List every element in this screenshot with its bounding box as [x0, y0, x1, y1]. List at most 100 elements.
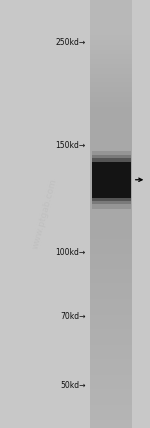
Bar	[90, 105, 132, 107]
Bar	[90, 89, 132, 91]
Bar	[90, 386, 132, 388]
Bar	[90, 383, 132, 385]
Bar	[90, 165, 132, 167]
Bar	[90, 111, 132, 113]
Bar	[90, 132, 132, 134]
Bar	[90, 225, 132, 227]
Text: 50kd→: 50kd→	[60, 380, 85, 390]
Bar	[90, 163, 132, 166]
Bar	[90, 338, 132, 339]
Bar	[90, 45, 132, 47]
Bar	[90, 128, 132, 130]
Bar	[90, 245, 132, 247]
Bar	[90, 313, 132, 315]
Bar	[90, 48, 132, 50]
Bar	[90, 94, 132, 95]
Bar	[90, 34, 132, 36]
Bar	[90, 77, 132, 78]
Bar	[90, 231, 132, 232]
Bar	[90, 219, 132, 221]
Bar	[90, 333, 132, 335]
Bar	[90, 28, 132, 30]
Bar	[90, 102, 132, 104]
Bar	[90, 67, 132, 68]
Text: www.ptgab.com: www.ptgab.com	[31, 178, 59, 250]
Bar	[90, 418, 132, 419]
Bar	[90, 351, 132, 352]
Bar	[90, 242, 132, 244]
Bar	[90, 223, 132, 226]
Bar	[90, 413, 132, 415]
Bar	[90, 148, 132, 150]
Bar	[90, 238, 132, 240]
Bar	[90, 81, 132, 83]
Bar	[90, 343, 132, 345]
Bar	[90, 342, 132, 344]
Bar	[90, 322, 132, 324]
Bar	[90, 390, 132, 392]
Bar	[90, 52, 132, 54]
Bar	[90, 363, 132, 365]
Bar	[90, 8, 132, 10]
Bar	[90, 368, 132, 369]
Bar	[90, 426, 132, 428]
Bar	[90, 50, 132, 51]
Bar	[90, 302, 132, 304]
Bar	[90, 326, 132, 328]
Bar	[90, 255, 132, 257]
Bar	[90, 78, 132, 80]
Bar	[90, 251, 132, 253]
Bar	[90, 137, 132, 138]
Bar	[90, 288, 132, 290]
Bar	[90, 86, 132, 89]
Bar	[90, 212, 132, 214]
Bar	[90, 155, 132, 157]
Bar	[90, 286, 132, 288]
Bar	[90, 124, 132, 125]
Bar	[90, 345, 132, 347]
Bar	[90, 311, 132, 312]
Bar	[90, 144, 132, 146]
Bar	[90, 415, 132, 416]
Bar	[90, 402, 132, 404]
Bar	[90, 380, 132, 382]
Bar	[90, 377, 132, 380]
Bar	[90, 58, 132, 60]
Bar	[90, 24, 132, 26]
Bar	[90, 27, 132, 29]
Bar	[90, 248, 132, 250]
Bar	[90, 72, 132, 74]
Bar	[90, 259, 132, 261]
Bar	[90, 215, 132, 217]
Bar	[90, 82, 132, 84]
Bar	[90, 312, 132, 314]
Bar	[90, 178, 132, 180]
Bar	[90, 354, 132, 355]
Bar	[90, 349, 132, 351]
Bar	[90, 339, 132, 341]
Bar	[90, 61, 132, 63]
Bar	[90, 214, 132, 215]
Bar	[90, 279, 132, 281]
Bar	[90, 35, 132, 37]
Bar	[90, 211, 132, 213]
Bar	[90, 62, 132, 64]
Bar	[90, 359, 132, 361]
Bar	[90, 182, 132, 184]
Bar	[90, 174, 132, 175]
Bar	[90, 262, 132, 264]
Bar	[90, 204, 132, 205]
Bar	[90, 285, 132, 287]
Bar	[90, 95, 132, 97]
Bar	[90, 176, 132, 178]
Bar	[90, 319, 132, 321]
Bar	[90, 31, 132, 33]
Bar	[90, 256, 132, 258]
Bar	[90, 54, 132, 56]
Bar	[90, 121, 132, 123]
Bar	[90, 37, 132, 39]
Bar	[90, 300, 132, 303]
Bar	[90, 127, 132, 128]
Bar	[90, 145, 132, 147]
Bar	[90, 201, 132, 202]
